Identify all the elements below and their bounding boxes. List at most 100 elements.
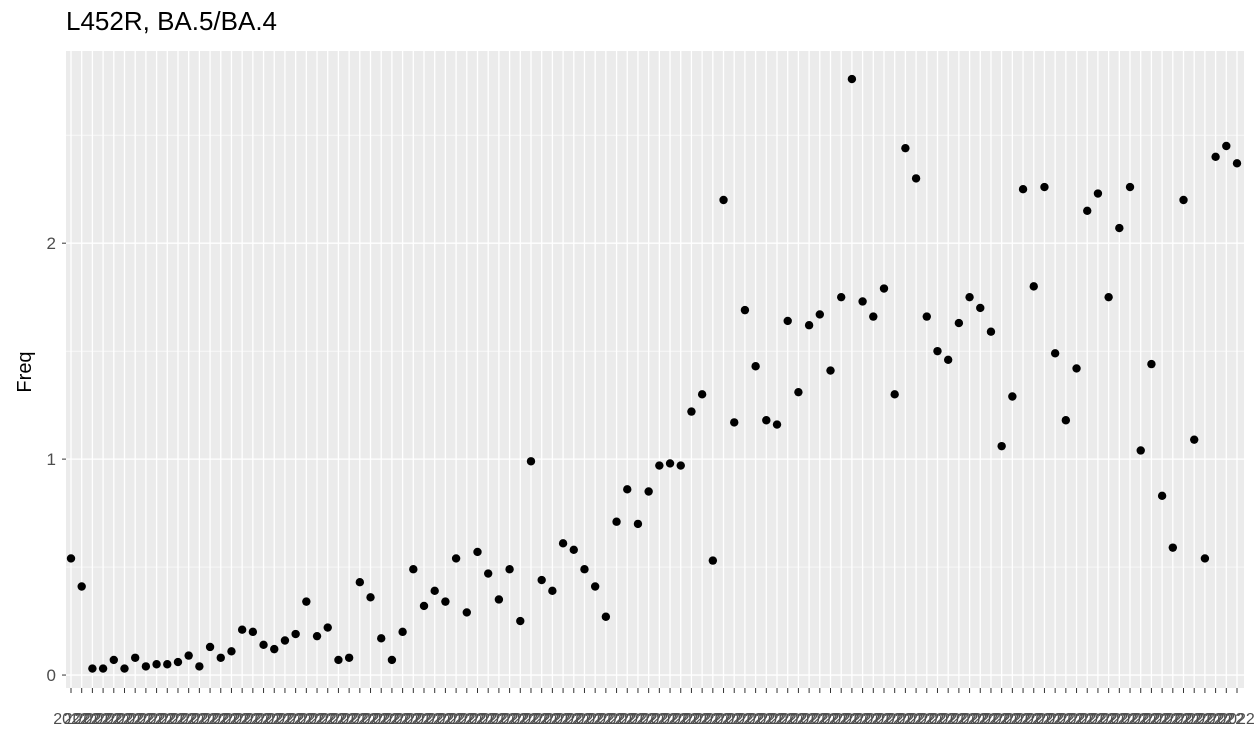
x-tick-label: 2022 (224, 711, 260, 728)
x-tick-label: 2022 (438, 711, 474, 728)
x-tick-label: 2022 (203, 711, 239, 728)
x-tick-label: 2022 (535, 711, 571, 728)
x-tick-label: 2022 (513, 711, 549, 728)
y-axis-ticks: 0 1 2 (47, 234, 66, 685)
x-tick-label: 2022 (1080, 711, 1116, 728)
x-tick-label: 2022 (246, 711, 282, 728)
x-tick-label: 2022 (267, 711, 303, 728)
data-point (740, 305, 750, 315)
data-point (1190, 435, 1199, 444)
x-tick-label: 2022 (139, 711, 175, 728)
x-tick-label: 2022 (1219, 711, 1255, 728)
data-point (730, 418, 739, 427)
data-point (195, 662, 204, 671)
x-tick-label: 2022 (64, 711, 100, 728)
x-tick-label: 2022 (1102, 711, 1138, 728)
x-tick-label: 2022 (1112, 711, 1148, 728)
x-tick-label: 2022 (973, 711, 1009, 728)
data-point (451, 554, 461, 563)
data-point (1125, 182, 1135, 192)
data-point (1179, 195, 1188, 205)
data-point (837, 292, 846, 302)
x-tick-label: 2022 (417, 711, 453, 728)
x-tick-label: 2022 (652, 711, 688, 728)
x-tick-label: 2022 (823, 711, 859, 728)
x-tick-label: 2022 (492, 711, 528, 728)
data-point (890, 390, 899, 399)
data-point (580, 565, 589, 574)
data-point (911, 174, 921, 183)
x-tick-label: 2022 (449, 711, 485, 728)
data-point (130, 653, 140, 662)
data-point (676, 461, 685, 470)
data-point (355, 577, 365, 587)
x-tick-label: 2022 (524, 711, 560, 728)
x-tick-label: 2022 (609, 711, 645, 728)
x-tick-label: 2022 (160, 711, 196, 728)
x-tick-label: 2022 (428, 711, 464, 728)
x-tick-label: 2022 (599, 711, 635, 728)
x-tick-label: 2022 (866, 711, 902, 728)
x-tick-label: 2022 (192, 711, 228, 728)
data-point (1029, 282, 1038, 291)
x-tick-label: 2022 (888, 711, 924, 728)
x-tick-label: 2022 (149, 711, 185, 728)
data-point (558, 539, 568, 548)
x-tick-label: 2022 (1059, 711, 1095, 728)
x-tick-label: 2022 (321, 711, 357, 728)
x-tick-label: 2022 (770, 711, 806, 728)
data-point (184, 651, 193, 660)
x-tick-label: 2022 (984, 711, 1020, 728)
data-point (334, 655, 343, 665)
data-point (1115, 223, 1124, 233)
x-tick-label: 2022 (716, 711, 752, 728)
x-tick-label: 2022 (299, 711, 335, 728)
data-point (88, 664, 97, 673)
data-point (751, 362, 760, 371)
data-point (697, 390, 707, 399)
x-tick-label: 2022 (502, 711, 538, 728)
x-tick-label: 2022 (1187, 711, 1223, 728)
data-point (687, 407, 696, 416)
x-tick-label: 2022 (374, 711, 410, 728)
x-tick-label: 2022 (331, 711, 367, 728)
x-axis-ticks (70, 688, 1238, 693)
x-tick-label: 2022 (962, 711, 998, 728)
x-tick-label: 2022 (1048, 711, 1084, 728)
x-tick-label: 2022 (920, 711, 956, 728)
x-tick-label: 2022 (310, 711, 346, 728)
data-point (1072, 364, 1081, 373)
x-tick-label: 2022 (1123, 711, 1159, 728)
data-point (869, 312, 878, 321)
data-point (794, 387, 803, 397)
x-tick-label: 2022 (256, 711, 292, 728)
x-tick-label: 2022 (96, 711, 132, 728)
y-axis-title: Freq (14, 351, 36, 392)
data-point (976, 303, 985, 313)
data-point (1093, 189, 1103, 198)
data-point (248, 627, 258, 637)
data-point (655, 461, 664, 470)
data-point (109, 655, 118, 665)
data-point (1147, 359, 1156, 369)
x-tick-label: 2022 (631, 711, 667, 728)
x-tick-label: 2022 (577, 711, 613, 728)
x-tick-label: 2022 (588, 711, 624, 728)
data-point (986, 327, 996, 336)
data-point (366, 593, 375, 602)
x-tick-label: 2022 (663, 711, 699, 728)
x-tick-label: 2022 (289, 711, 325, 728)
x-tick-label: 2022 (1209, 711, 1245, 728)
data-point (1200, 554, 1210, 563)
data-point (1008, 392, 1017, 401)
data-point (815, 310, 825, 319)
data-point (259, 640, 268, 650)
x-tick-label: 2022 (1016, 711, 1052, 728)
data-point (1232, 159, 1242, 168)
x-tick-label: 2022 (470, 711, 506, 728)
data-point (163, 660, 172, 669)
x-tick-label: 2022 (802, 711, 838, 728)
x-tick-label: 2022 (1144, 711, 1180, 728)
x-tick-label: 2022 (567, 711, 603, 728)
